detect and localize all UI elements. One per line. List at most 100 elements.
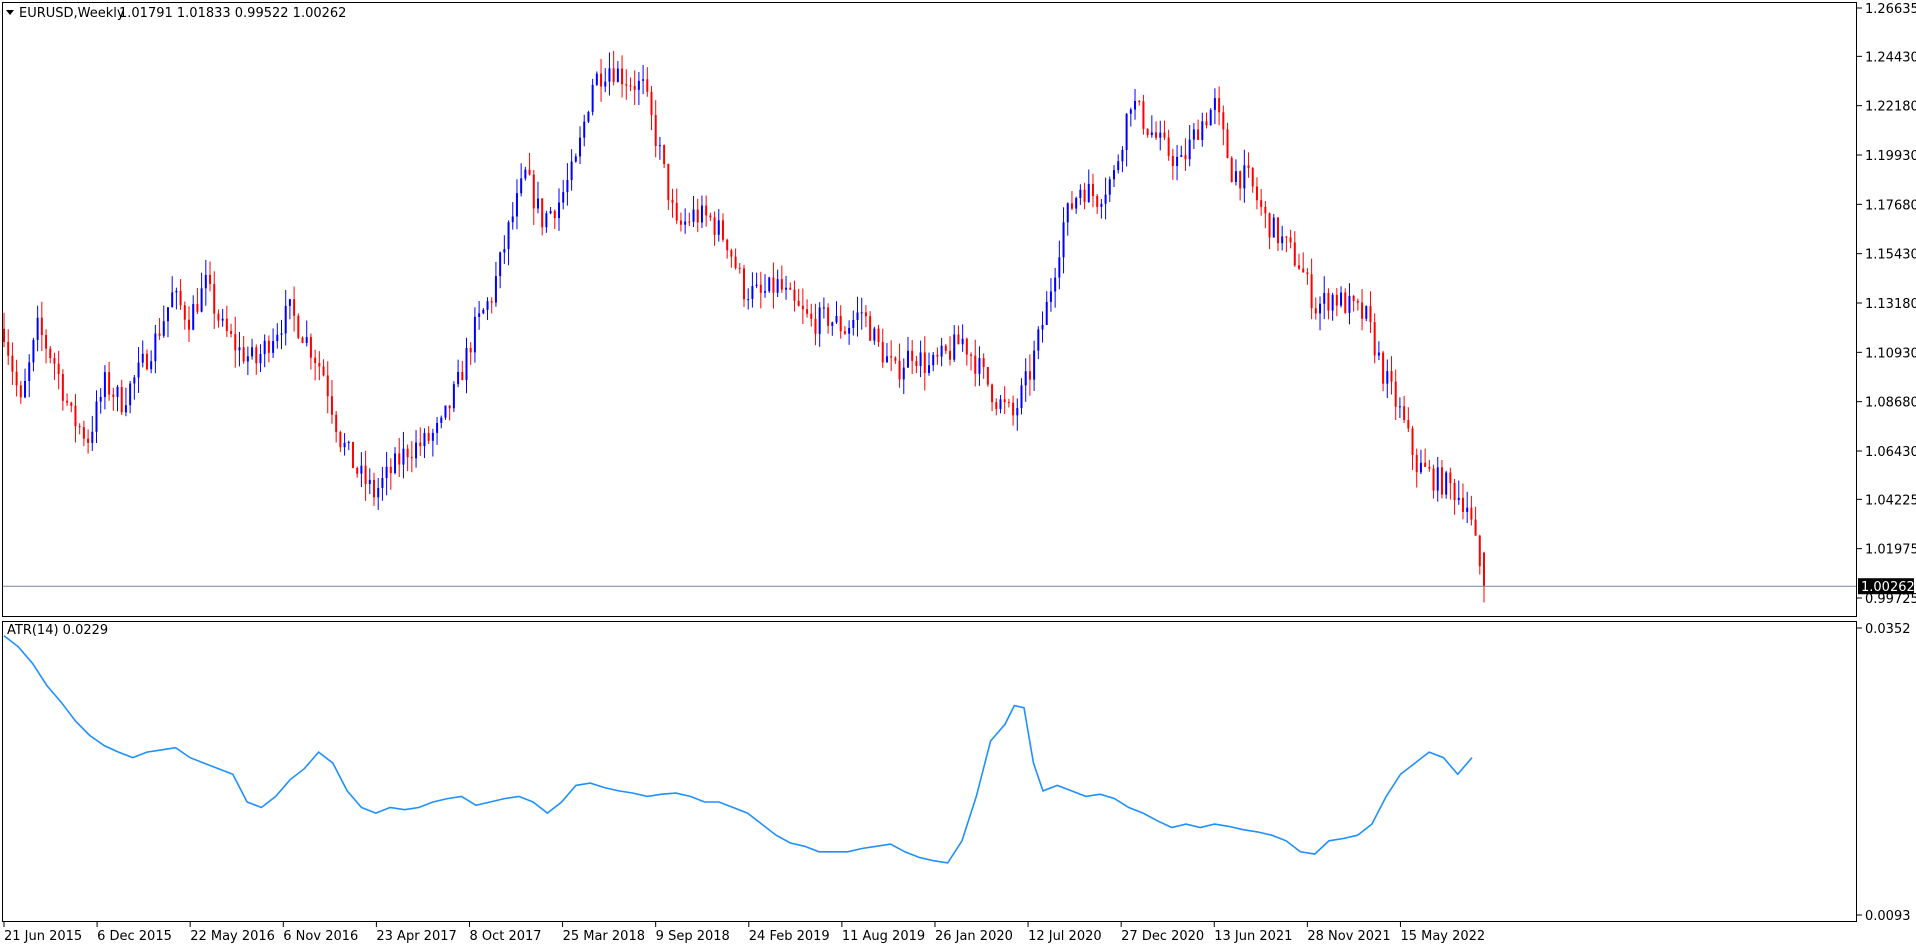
- candle: [19, 381, 22, 404]
- candle: [166, 307, 169, 338]
- candle: [793, 280, 796, 312]
- candle: [852, 310, 855, 336]
- candle-body: [734, 256, 737, 268]
- candle-body: [1466, 507, 1469, 512]
- candle-body: [444, 405, 447, 418]
- candle-body: [318, 363, 321, 367]
- time-tick-label: 6 Nov 2016: [283, 929, 358, 944]
- candle: [1150, 115, 1153, 138]
- candle: [558, 188, 560, 231]
- candle-body: [869, 316, 872, 341]
- candle: [721, 213, 724, 242]
- candle: [785, 275, 788, 300]
- price-tick-label: 1.10930: [1865, 346, 1916, 361]
- candle: [675, 188, 678, 225]
- candle: [1331, 292, 1334, 321]
- candle: [1377, 341, 1380, 361]
- candle-body: [322, 366, 325, 376]
- candle: [1365, 305, 1368, 322]
- candle: [1121, 146, 1124, 173]
- candle-body: [478, 313, 481, 317]
- candle: [1070, 191, 1073, 211]
- indicator-pane[interactable]: [2, 621, 1857, 922]
- candle: [1478, 534, 1481, 575]
- candle-body: [1205, 121, 1208, 126]
- candle: [738, 263, 741, 274]
- candle-body: [1028, 371, 1031, 380]
- candle: [869, 311, 872, 342]
- candle: [1314, 297, 1317, 320]
- candle: [726, 238, 729, 259]
- candle-body: [402, 448, 405, 465]
- price-pane[interactable]: [2, 2, 1857, 617]
- candle: [394, 447, 397, 475]
- candle: [179, 279, 182, 310]
- candle: [553, 209, 556, 230]
- candle-body: [881, 342, 884, 363]
- candle: [234, 316, 237, 368]
- candle-body: [213, 284, 216, 314]
- candle-body: [1171, 155, 1174, 166]
- candle: [1243, 149, 1246, 203]
- time-tick-label: 21 Jun 2015: [4, 929, 82, 944]
- candle: [108, 361, 111, 401]
- candle: [877, 324, 880, 347]
- candle: [890, 340, 893, 372]
- candle: [587, 110, 590, 123]
- candle-body: [553, 210, 556, 219]
- candle: [32, 337, 35, 372]
- candle-body: [1424, 462, 1427, 467]
- candle-body: [768, 277, 771, 292]
- candle: [1356, 298, 1359, 311]
- candle-body: [1176, 156, 1179, 166]
- candle: [928, 352, 930, 376]
- candle-body: [1113, 170, 1115, 180]
- candle: [1033, 340, 1036, 391]
- candle: [192, 295, 195, 331]
- candle-body: [625, 84, 628, 86]
- candle: [1461, 483, 1464, 520]
- candle: [915, 355, 918, 374]
- candle: [923, 336, 926, 391]
- candle: [1247, 152, 1250, 178]
- candle-body: [1087, 183, 1090, 202]
- candle-body: [1340, 292, 1343, 306]
- candle-body: [1138, 100, 1141, 102]
- candle-body: [398, 453, 401, 465]
- candle: [288, 298, 291, 320]
- candle: [541, 198, 544, 236]
- candle-body: [1070, 203, 1073, 209]
- candle: [1134, 89, 1137, 120]
- candle: [276, 323, 279, 349]
- candle: [1255, 177, 1258, 210]
- candle: [545, 210, 548, 233]
- candle-body: [688, 221, 691, 223]
- candle: [1091, 173, 1094, 208]
- candle: [389, 458, 392, 490]
- candle-body: [259, 354, 262, 364]
- candle: [1037, 326, 1040, 360]
- candle-body: [482, 309, 485, 314]
- candle-body: [246, 356, 249, 362]
- candle: [398, 437, 401, 477]
- candle: [284, 289, 287, 346]
- candle: [423, 428, 426, 459]
- candle-body: [995, 402, 998, 410]
- candle: [1432, 464, 1435, 499]
- candle: [217, 309, 220, 328]
- candle-body: [255, 347, 258, 364]
- dropdown-triangle-icon[interactable]: [6, 10, 14, 15]
- candle: [848, 320, 851, 345]
- candle-body: [574, 156, 577, 162]
- candle: [145, 349, 148, 371]
- candle: [532, 169, 535, 225]
- candle: [1407, 407, 1410, 433]
- candle-body: [448, 405, 451, 409]
- candle-body: [32, 339, 35, 363]
- candle: [654, 100, 657, 158]
- candle-body: [536, 198, 539, 209]
- candle: [137, 346, 140, 393]
- candle: [978, 346, 981, 386]
- candle: [932, 352, 935, 372]
- candle: [1386, 359, 1389, 399]
